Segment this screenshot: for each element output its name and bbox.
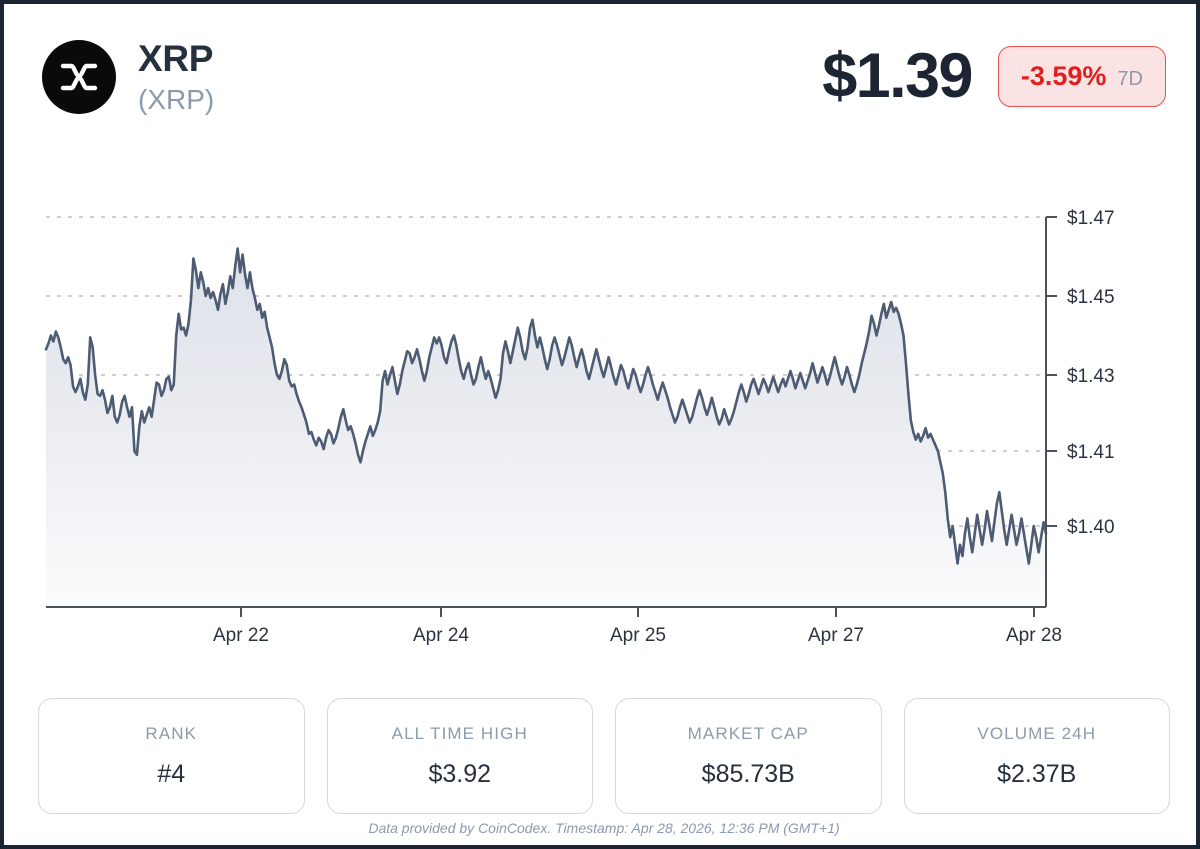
chart-x-axis: Apr 22 Apr 24 Apr 25 Apr 27 Apr 28 [46,606,1062,646]
stat-card-rank: RANK #4 [38,698,305,814]
chart-area-fill [46,248,1046,607]
price-change-period: 7D [1117,68,1143,90]
x-axis-label: Apr 25 [610,625,666,646]
coin-symbol: (XRP) [138,83,215,115]
y-axis-label: $1.40 [1067,517,1115,538]
coin-identity: XRP (XRP) [42,39,214,114]
stat-label: VOLUME 24H [977,723,1097,743]
y-axis-label: $1.47 [1067,208,1115,229]
price-chart-svg: $1.47$1.45$1.43$1.41$1.40 Apr 22 Apr 24 Ap… [44,208,1115,646]
price-change-badge: -3.59% 7D [997,46,1166,107]
stat-value: $85.73B [701,759,795,788]
stat-card-market-cap: MARKET CAP $85.73B [615,698,882,814]
current-price: $1.39 [822,41,973,111]
stat-label: MARKET CAP [687,723,809,743]
x-axis-label: Apr 28 [1006,625,1062,646]
stat-value: #4 [157,759,186,788]
stat-label: RANK [145,723,198,743]
y-axis-label: $1.41 [1067,442,1115,463]
chart-y-axis: $1.47 $1.45 $1.43 $1.41 $1.40 [1045,208,1115,607]
coin-name: XRP [138,37,214,79]
y-axis-label: $1.45 [1067,287,1115,308]
y-axis-label: $1.43 [1067,366,1115,387]
x-axis-label: Apr 22 [213,625,269,646]
price-block: $1.39 -3.59% 7D [822,45,1166,108]
x-axis-label: Apr 24 [413,625,469,646]
footer-attribution: Data provided by CoinCodex. Timestamp: A… [368,820,840,836]
stat-value: $3.92 [428,759,492,788]
x-axis-label: Apr 27 [808,625,864,646]
stat-value: $2.37B [997,759,1077,788]
stat-label: ALL TIME HIGH [391,723,528,743]
price-chart[interactable]: $1.47 $1.45 $1.43 $1.41 $1.40 Apr 22 Apr 24 Ap… [4,149,1196,669]
coin-name-block: XRP (XRP) [138,40,214,114]
price-change-value: -3.59% [1020,61,1107,91]
stat-cards: RANK #4 ALL TIME HIGH $3.92 MARKET CAP $… [38,698,1170,814]
chart-line [44,247,1048,565]
stat-card-volume-24h: VOLUME 24H $2.37B [903,698,1170,814]
xrp-logo-icon [42,39,116,114]
widget-header: XRP (XRP) $1.39 -3.59% 7D [4,4,1196,149]
stat-card-all-time-high: ALL TIME HIGH $3.92 [326,698,593,814]
